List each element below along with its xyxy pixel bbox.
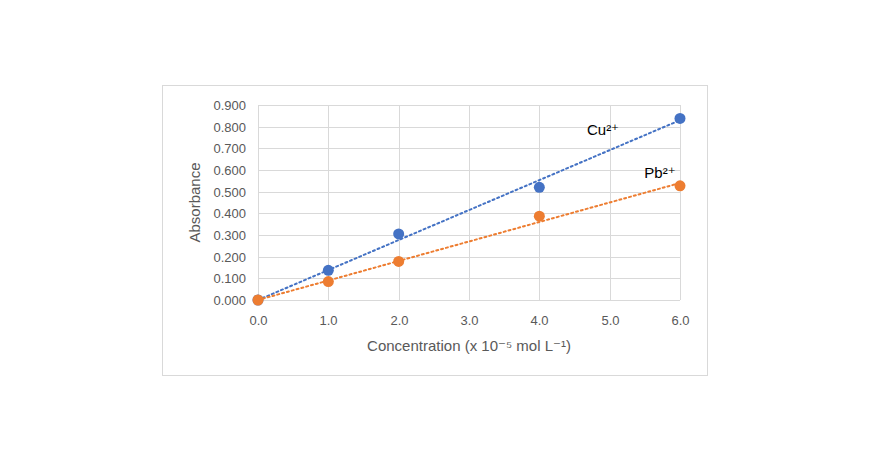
y-grid-line (258, 300, 680, 301)
series-label: Cu²⁺ (587, 121, 619, 138)
data-point (253, 295, 264, 306)
x-grid-line (680, 105, 681, 300)
x-tick-label: 1.0 (319, 313, 337, 328)
data-point (323, 276, 334, 287)
y-tick-label: 0.500 (213, 185, 246, 200)
data-point (253, 295, 264, 306)
y-tick-label: 0.200 (213, 250, 246, 265)
x-grid-line (469, 105, 470, 300)
trend-line (258, 120, 680, 300)
x-tick-label: 6.0 (671, 313, 689, 328)
x-tick-label: 0.0 (249, 313, 267, 328)
trend-line (258, 183, 680, 300)
data-point (393, 256, 404, 267)
data-point (393, 228, 404, 239)
x-tick-label: 5.0 (601, 313, 619, 328)
y-tick-label: 0.100 (213, 271, 246, 286)
chart-border (163, 86, 708, 376)
y-tick-label: 0.000 (213, 293, 246, 308)
x-tick-label: 2.0 (390, 313, 408, 328)
x-grid-line (258, 105, 259, 300)
x-tick-label: 3.0 (460, 313, 478, 328)
y-tick-label: 0.600 (213, 163, 246, 178)
data-point (675, 180, 686, 191)
data-point (675, 113, 686, 124)
data-point (323, 265, 334, 276)
y-tick-label: 0.400 (213, 206, 246, 221)
data-point (534, 182, 545, 193)
y-axis-title: Absorbance (186, 162, 203, 242)
x-grid-line (399, 105, 400, 300)
series-label: Pb²⁺ (644, 164, 675, 181)
x-grid-line (539, 105, 540, 300)
y-tick-label: 0.900 (213, 98, 246, 113)
x-tick-label: 4.0 (530, 313, 548, 328)
grid (258, 105, 681, 301)
y-tick-label: 0.800 (213, 120, 246, 135)
data-point (534, 211, 545, 222)
x-axis-title: Concentration (x 10⁻⁵ mol L⁻¹) (367, 337, 571, 354)
plot-area (253, 113, 686, 306)
y-tick-label: 0.300 (213, 228, 246, 243)
y-tick-label: 0.700 (213, 141, 246, 156)
chart: 0.000 0.100 0.200 0.300 0.400 0.500 0.600 0.700… (0, 0, 870, 462)
